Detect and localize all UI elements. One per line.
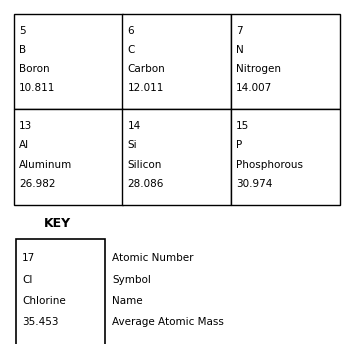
Text: 7: 7 bbox=[236, 26, 243, 36]
Text: Nitrogen: Nitrogen bbox=[236, 64, 281, 74]
Bar bbox=[16, 239, 105, 344]
Text: 26.982: 26.982 bbox=[19, 179, 56, 189]
Text: Average Atomic Mass: Average Atomic Mass bbox=[112, 317, 224, 327]
Text: KEY: KEY bbox=[44, 217, 71, 230]
Text: 35.453: 35.453 bbox=[22, 317, 58, 327]
Text: 6: 6 bbox=[128, 26, 134, 36]
Text: 14.007: 14.007 bbox=[236, 83, 273, 93]
Text: Carbon: Carbon bbox=[128, 64, 166, 74]
Text: 13: 13 bbox=[19, 121, 33, 131]
Bar bbox=[122, 14, 231, 109]
Text: Cl: Cl bbox=[22, 275, 33, 284]
Text: 12.011: 12.011 bbox=[128, 83, 164, 93]
Text: C: C bbox=[128, 45, 135, 55]
Text: 5: 5 bbox=[19, 26, 26, 36]
Bar bbox=[231, 14, 340, 109]
Text: B: B bbox=[19, 45, 26, 55]
Text: Aluminum: Aluminum bbox=[19, 160, 72, 170]
Text: Si: Si bbox=[128, 140, 137, 150]
Text: N: N bbox=[236, 45, 244, 55]
Text: Al: Al bbox=[19, 140, 29, 150]
Text: 30.974: 30.974 bbox=[236, 179, 273, 189]
Text: Chlorine: Chlorine bbox=[22, 296, 66, 306]
Text: P: P bbox=[236, 140, 243, 150]
Bar bbox=[14, 109, 122, 205]
Text: 28.086: 28.086 bbox=[128, 179, 164, 189]
Text: Phosphorous: Phosphorous bbox=[236, 160, 303, 170]
Bar bbox=[122, 109, 231, 205]
Text: 14: 14 bbox=[128, 121, 141, 131]
Text: Name: Name bbox=[112, 296, 143, 306]
Text: Boron: Boron bbox=[19, 64, 50, 74]
Text: Atomic Number: Atomic Number bbox=[112, 253, 194, 263]
Bar bbox=[231, 109, 340, 205]
Text: 17: 17 bbox=[22, 253, 35, 263]
Text: Silicon: Silicon bbox=[128, 160, 162, 170]
Bar bbox=[14, 14, 122, 109]
Text: Symbol: Symbol bbox=[112, 275, 151, 284]
Text: 10.811: 10.811 bbox=[19, 83, 56, 93]
Text: 15: 15 bbox=[236, 121, 250, 131]
